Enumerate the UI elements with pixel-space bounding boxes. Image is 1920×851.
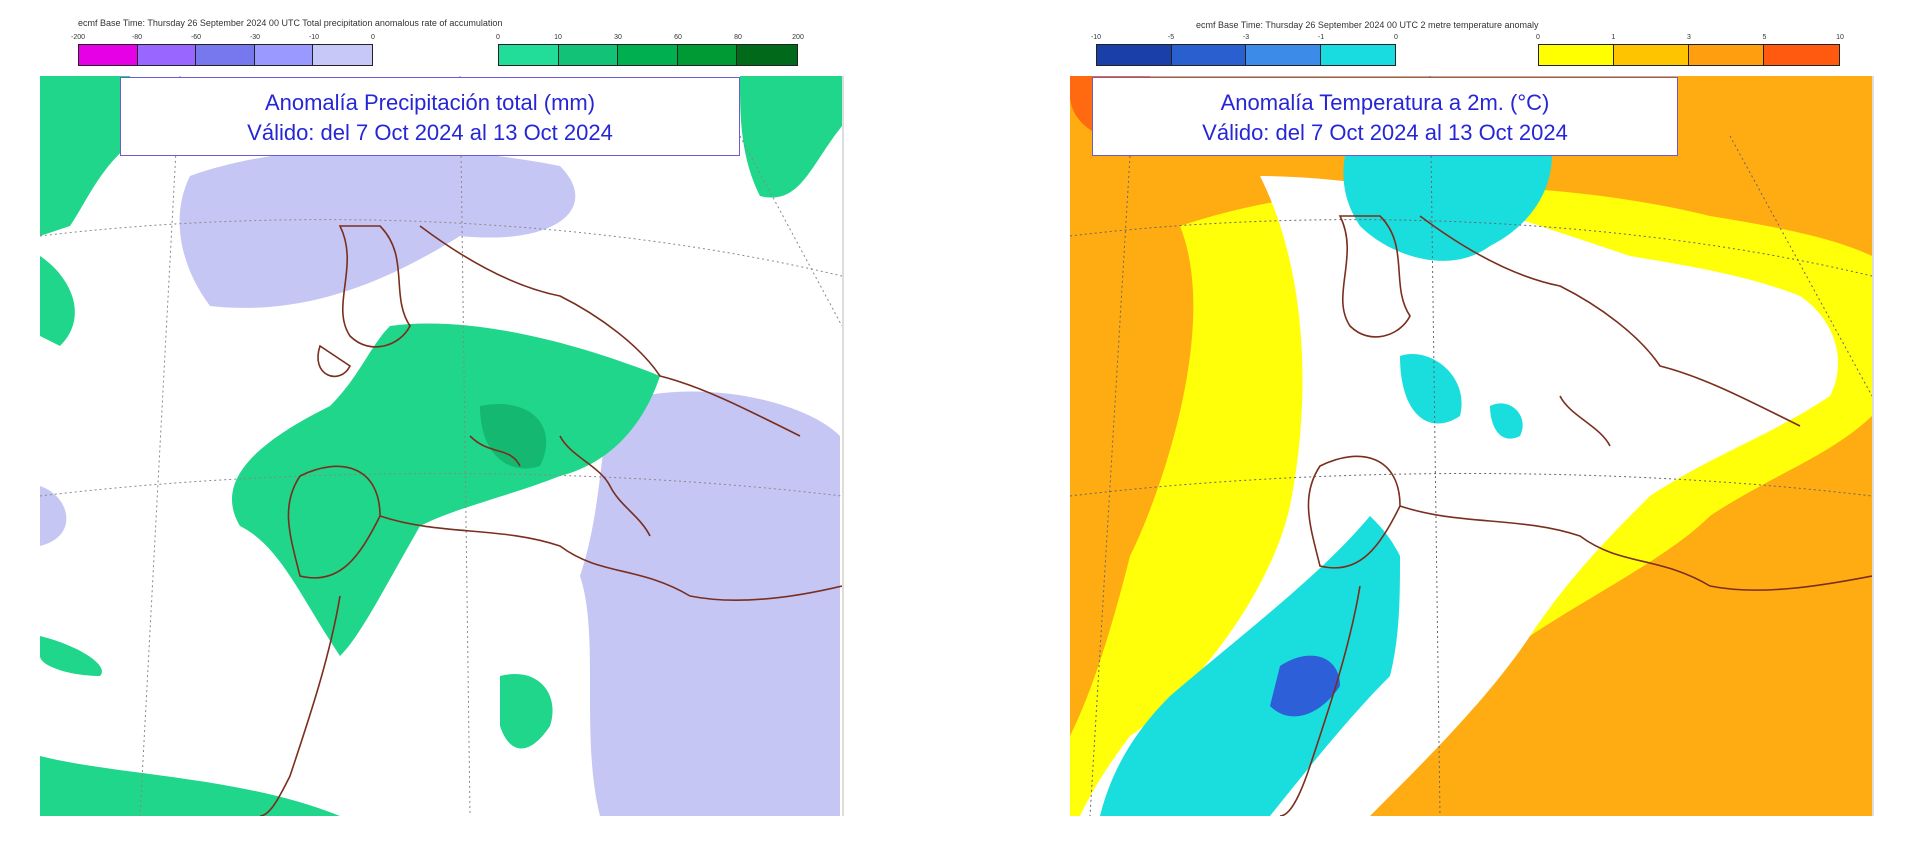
precip-neg-ticks: -200 -80 -60 -30 -10 0 bbox=[71, 34, 375, 44]
precip-validity: Válido: del 7 Oct 2024 al 13 Oct 2024 bbox=[247, 120, 613, 145]
colorbar-segment bbox=[1614, 45, 1689, 65]
colorbar-tick-label: -3 bbox=[1242, 34, 1250, 41]
colorbar-tick-label: 80 bbox=[734, 34, 742, 41]
colorbar-segment bbox=[1097, 45, 1172, 65]
colorbar-tick-label: 1 bbox=[1611, 34, 1616, 41]
precip-pos-ticks: 0 10 30 60 80 200 bbox=[496, 34, 804, 44]
colorbar-segment bbox=[499, 45, 559, 65]
precip-header: ecmf Base Time: Thursday 26 September 20… bbox=[78, 18, 503, 28]
colorbar-segment bbox=[1171, 45, 1246, 65]
colorbar-tick-label: 0 bbox=[371, 34, 375, 41]
colorbar-segment bbox=[137, 45, 197, 65]
temp-positive-colorbar bbox=[1538, 44, 1840, 66]
colorbar-tick-label: 3 bbox=[1687, 34, 1691, 41]
colorbar-tick-label: -10 bbox=[1090, 34, 1102, 41]
colorbar-segment bbox=[254, 45, 314, 65]
colorbar-tick-label: 0 bbox=[1536, 34, 1540, 41]
colorbar-tick-label: 200 bbox=[792, 34, 804, 41]
temp-neg-ticks: -10 -5 -3 -1 0 bbox=[1091, 34, 1398, 44]
temp-title-box: Anomalía Temperatura a 2m. (°C) Válido: … bbox=[1092, 77, 1678, 156]
colorbar-tick-label: -30 bbox=[249, 34, 261, 41]
colorbar-tick-label: 10 bbox=[554, 34, 562, 41]
colorbar-tick-label: -200 bbox=[70, 34, 86, 41]
colorbar-tick-label: -1 bbox=[1317, 34, 1325, 41]
colorbar-tick-label: -60 bbox=[190, 34, 202, 41]
temp-pos-ticks: 0 1 3 5 10 bbox=[1536, 34, 1844, 44]
colorbar-segment bbox=[1764, 45, 1839, 65]
temp-header: ecmf Base Time: Thursday 26 September 20… bbox=[1196, 20, 1539, 30]
precipitation-anomaly-panel: ecmf Base Time: Thursday 26 September 20… bbox=[40, 18, 844, 816]
precip-map bbox=[40, 76, 844, 816]
temperature-map bbox=[1070, 76, 1874, 816]
precip-positive-colorbar bbox=[498, 44, 798, 66]
temp-validity: Válido: del 7 Oct 2024 al 13 Oct 2024 bbox=[1202, 120, 1568, 145]
colorbar-tick-label: 5 bbox=[1762, 34, 1767, 41]
colorbar-segment bbox=[1246, 45, 1321, 65]
colorbar-segment bbox=[313, 45, 372, 65]
colorbar-segment bbox=[1539, 45, 1614, 65]
precip-title-box: Anomalía Precipitación total (mm) Válido… bbox=[120, 77, 740, 156]
colorbar-tick-label: 30 bbox=[614, 34, 622, 41]
colorbar-tick-label: 0 bbox=[496, 34, 500, 41]
colorbar-tick-label: -10 bbox=[308, 34, 320, 41]
colorbar-segment bbox=[1320, 45, 1395, 65]
precip-negative-colorbar bbox=[78, 44, 373, 66]
colorbar-tick-label: 0 bbox=[1394, 34, 1398, 41]
colorbar-segment bbox=[677, 45, 738, 65]
colorbar-tick-label: 10 bbox=[1836, 34, 1844, 41]
colorbar-tick-label: 60 bbox=[674, 34, 682, 41]
colorbar-segment bbox=[79, 45, 138, 65]
temperature-anomaly-panel: ecmf Base Time: Thursday 26 September 20… bbox=[960, 0, 1920, 851]
temp-negative-colorbar bbox=[1096, 44, 1396, 66]
colorbar-tick-label: -5 bbox=[1167, 34, 1175, 41]
temp-title: Anomalía Temperatura a 2m. (°C) bbox=[1220, 90, 1550, 115]
colorbar-segment bbox=[737, 45, 797, 65]
colorbar-segment bbox=[618, 45, 678, 65]
colorbar-segment bbox=[196, 45, 255, 65]
precip-title: Anomalía Precipitación total (mm) bbox=[264, 90, 596, 115]
colorbar-segment bbox=[1689, 45, 1764, 65]
colorbar-segment bbox=[558, 45, 619, 65]
colorbar-tick-label: -80 bbox=[131, 34, 143, 41]
